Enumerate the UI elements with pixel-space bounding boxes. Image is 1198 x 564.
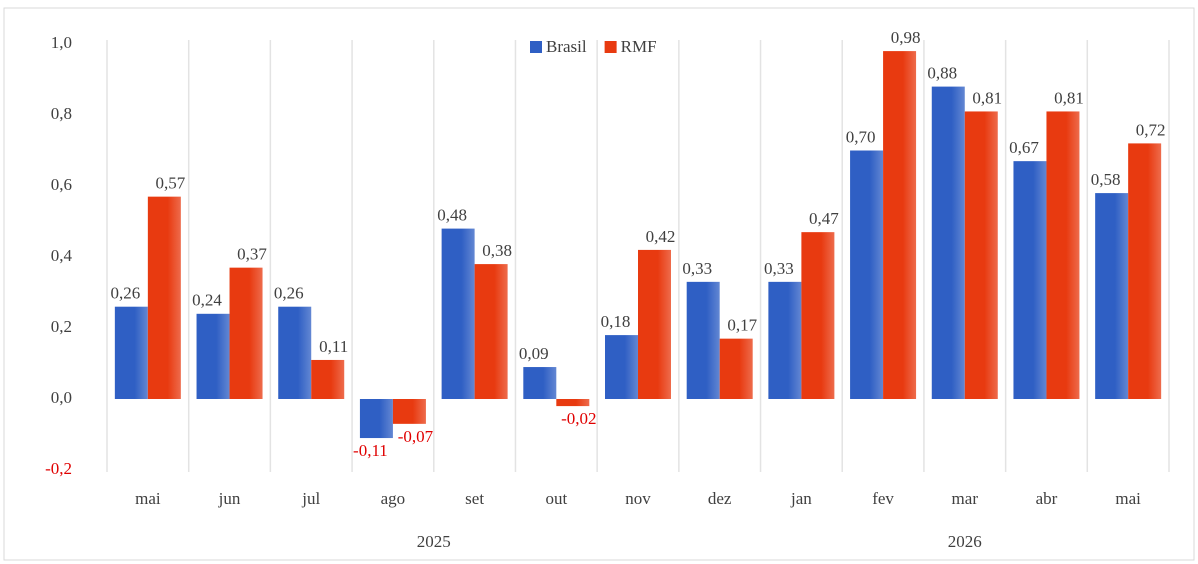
value-label: 0,81 [972,88,1002,107]
value-label: 0,70 [846,127,876,146]
y-tick-label: 0,2 [51,317,72,336]
bar [556,399,590,407]
value-label: 0,57 [155,174,185,193]
legend-swatch [530,41,542,53]
value-label: 0,33 [764,259,794,278]
x-tick-label: set [465,489,484,508]
y-tick-label: 0,8 [51,104,72,123]
value-label: 0,18 [601,312,631,331]
bar [114,306,148,399]
x-tick-label: abr [1036,489,1058,508]
bar [523,367,557,399]
value-label: 0,81 [1054,88,1084,107]
value-label: 0,26 [110,284,140,303]
bar [1046,111,1080,399]
x-tick-label: jul [301,489,320,508]
value-label: 0,11 [319,337,348,356]
bar [1095,193,1129,399]
bar [311,359,345,399]
value-label: -0,07 [398,427,434,446]
y-tick-label: 0,4 [51,246,73,265]
bar [605,335,638,399]
bar [229,267,263,399]
value-label: -0,02 [561,409,596,428]
value-label: 0,48 [437,206,467,225]
bar [359,399,393,439]
value-label: -0,11 [353,441,388,460]
bar [686,281,720,399]
year-label: 2026 [948,532,982,551]
value-label: 0,17 [727,316,757,335]
value-label: 0,38 [482,241,512,260]
bar [883,51,917,399]
bar [801,232,835,399]
value-label: 0,09 [519,344,549,363]
value-label: 0,47 [809,209,839,228]
value-label: 0,58 [1091,170,1121,189]
y-tick-label: 0,0 [51,388,72,407]
bar [441,228,475,399]
legend-label: RMF [621,37,657,56]
value-label: 0,37 [237,245,267,264]
bar [1128,143,1162,399]
y-tick-label: 0,6 [51,175,72,194]
x-tick-label: jun [218,489,241,508]
value-label: 0,26 [274,284,304,303]
x-tick-label: mar [952,489,979,508]
value-label: 0,24 [192,291,222,310]
value-label: 0,98 [891,28,921,47]
value-label: 0,42 [646,227,676,246]
x-tick-label: mai [135,489,161,508]
x-tick-label: mai [1115,489,1141,508]
bar [474,264,508,399]
bar [1013,161,1047,399]
bar [850,150,884,399]
value-label: 0,72 [1136,120,1166,139]
value-label: 0,33 [682,259,712,278]
x-tick-label: nov [625,489,651,508]
x-tick-label: fev [872,489,894,508]
bar [964,111,998,399]
x-tick-label: ago [381,489,406,508]
x-tick-label: jan [790,489,812,508]
bar [392,399,426,424]
bar [196,313,230,399]
bar [719,338,753,399]
x-tick-label: out [545,489,567,508]
legend-label: Brasil [546,37,587,56]
bar [278,306,312,399]
year-label: 2025 [417,532,451,551]
bar [147,196,181,399]
x-tick-label: dez [708,489,732,508]
value-label: 0,88 [927,64,957,83]
bar [638,249,671,399]
bar [931,86,965,399]
bar [768,281,802,399]
y-tick-label: 1,0 [51,33,72,52]
y-tick-label: -0,2 [45,459,72,478]
legend-swatch [604,41,617,53]
value-label: 0,67 [1009,138,1039,157]
